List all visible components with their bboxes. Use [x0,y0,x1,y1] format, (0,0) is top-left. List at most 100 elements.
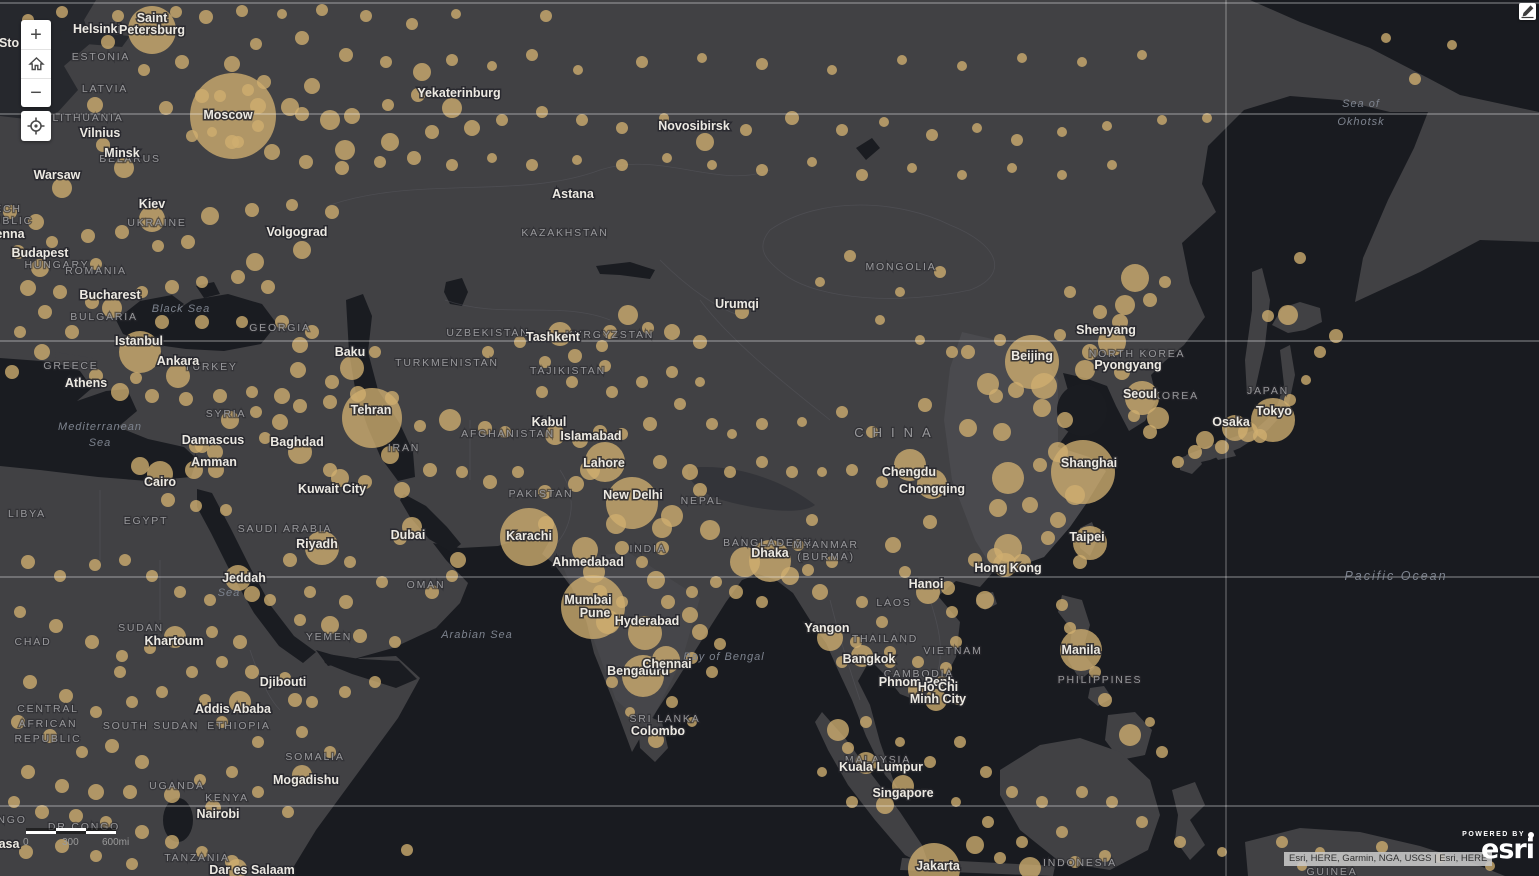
city-bubble[interactable] [156,686,168,698]
city-bubble[interactable] [207,127,217,137]
city-bubble[interactable] [195,315,209,329]
city-bubble[interactable] [1007,163,1017,173]
city-bubble[interactable] [5,365,19,379]
city-bubble[interactable] [401,844,413,856]
city-bubble[interactable] [545,425,565,445]
city-bubble[interactable] [259,432,271,444]
city-bubble[interactable] [88,784,104,800]
city-bubble[interactable] [288,693,302,707]
city-bubble[interactable] [836,656,848,668]
city-bubble[interactable] [344,108,360,124]
city-bubble[interactable] [96,138,110,152]
city-bubble[interactable] [1082,344,1098,360]
city-bubble[interactable] [185,461,203,479]
city-bubble[interactable] [1076,786,1088,798]
city-bubble[interactable] [382,99,394,111]
city-bubble[interactable] [817,625,843,651]
city-bubble[interactable] [797,417,807,427]
city-bubble[interactable] [536,386,548,398]
city-bubble[interactable] [115,225,129,239]
city-bubble[interactable] [951,797,961,807]
city-bubble[interactable] [389,636,401,648]
city-bubble[interactable] [146,570,158,582]
city-bubble[interactable] [81,229,95,243]
city-bubble[interactable] [376,576,388,588]
city-bubble[interactable] [277,9,287,19]
city-bubble[interactable] [566,376,578,388]
city-bubble[interactable] [87,97,103,113]
city-bubble[interactable] [252,120,264,132]
city-bubble[interactable] [1381,33,1391,43]
city-bubble[interactable] [785,111,799,125]
city-bubble[interactable] [1107,160,1117,170]
city-bubble[interactable] [1188,445,1202,459]
city-bubble[interactable] [38,305,52,319]
city-bubble[interactable] [1033,399,1051,417]
city-bubble[interactable] [941,581,955,595]
city-bubble[interactable] [425,585,439,599]
city-bubble[interactable] [616,428,628,440]
city-bubble[interactable] [1196,431,1214,449]
city-bubble[interactable] [90,850,102,862]
esri-logo[interactable]: POWERED BY esri [1462,831,1535,863]
city-bubble[interactable] [325,375,339,389]
city-bubble[interactable] [321,616,339,634]
city-bubble[interactable] [406,18,418,30]
city-bubble[interactable] [606,676,618,688]
city-bubble[interactable] [926,129,938,141]
city-bubble[interactable] [245,665,259,679]
city-bubble[interactable] [1215,440,1229,454]
city-bubble[interactable] [320,110,340,130]
city-bubble[interactable] [100,816,112,828]
city-bubble[interactable] [836,124,848,136]
city-bubble[interactable] [724,466,736,478]
city-bubble[interactable] [1031,373,1057,399]
city-bubble[interactable] [693,335,707,349]
city-bubble[interactable] [1006,786,1018,798]
city-bubble[interactable] [1119,724,1141,746]
city-bubble[interactable] [876,616,888,628]
city-bubble[interactable] [293,399,307,413]
city-bubble[interactable] [807,157,817,167]
city-bubble[interactable] [1217,847,1227,857]
city-bubble[interactable] [603,325,617,339]
city-bubble[interactable] [915,335,925,345]
city-bubble[interactable] [625,707,635,717]
city-bubble[interactable] [686,652,698,664]
city-bubble[interactable] [972,123,982,133]
city-bubble[interactable] [1064,286,1076,298]
city-bubble[interactable] [294,614,306,626]
city-bubble[interactable] [842,742,854,754]
city-bubble[interactable] [573,65,583,75]
city-bubble[interactable] [281,98,299,116]
city-bubble[interactable] [924,756,936,768]
city-bubble[interactable] [894,449,926,481]
city-bubble[interactable] [568,476,584,492]
locate-button[interactable] [21,111,51,141]
city-bubble[interactable] [593,425,607,439]
city-bubble[interactable] [618,305,638,325]
city-bubble[interactable] [69,809,83,823]
city-bubble[interactable] [950,636,962,648]
city-bubble[interactable] [1145,717,1155,727]
city-bubble[interactable] [456,466,468,478]
city-bubble[interactable] [165,835,179,849]
city-bubble[interactable] [123,785,137,799]
city-bubble[interactable] [214,90,226,102]
city-bubble[interactable] [827,719,849,741]
city-bubble[interactable] [696,133,714,151]
city-bubble[interactable] [1057,170,1067,180]
city-bubble[interactable] [692,624,708,640]
city-bubble[interactable] [128,6,176,54]
city-bubble[interactable] [411,88,425,102]
city-bubble[interactable] [130,372,142,384]
city-bubble[interactable] [439,409,461,431]
city-bubble[interactable] [993,553,1017,577]
city-bubble[interactable] [340,356,364,380]
city-bubble[interactable] [1376,841,1388,853]
city-bubble[interactable] [242,84,254,96]
city-bubble[interactable] [1016,836,1028,848]
city-bubble[interactable] [161,493,175,507]
city-bubble[interactable] [236,316,248,328]
